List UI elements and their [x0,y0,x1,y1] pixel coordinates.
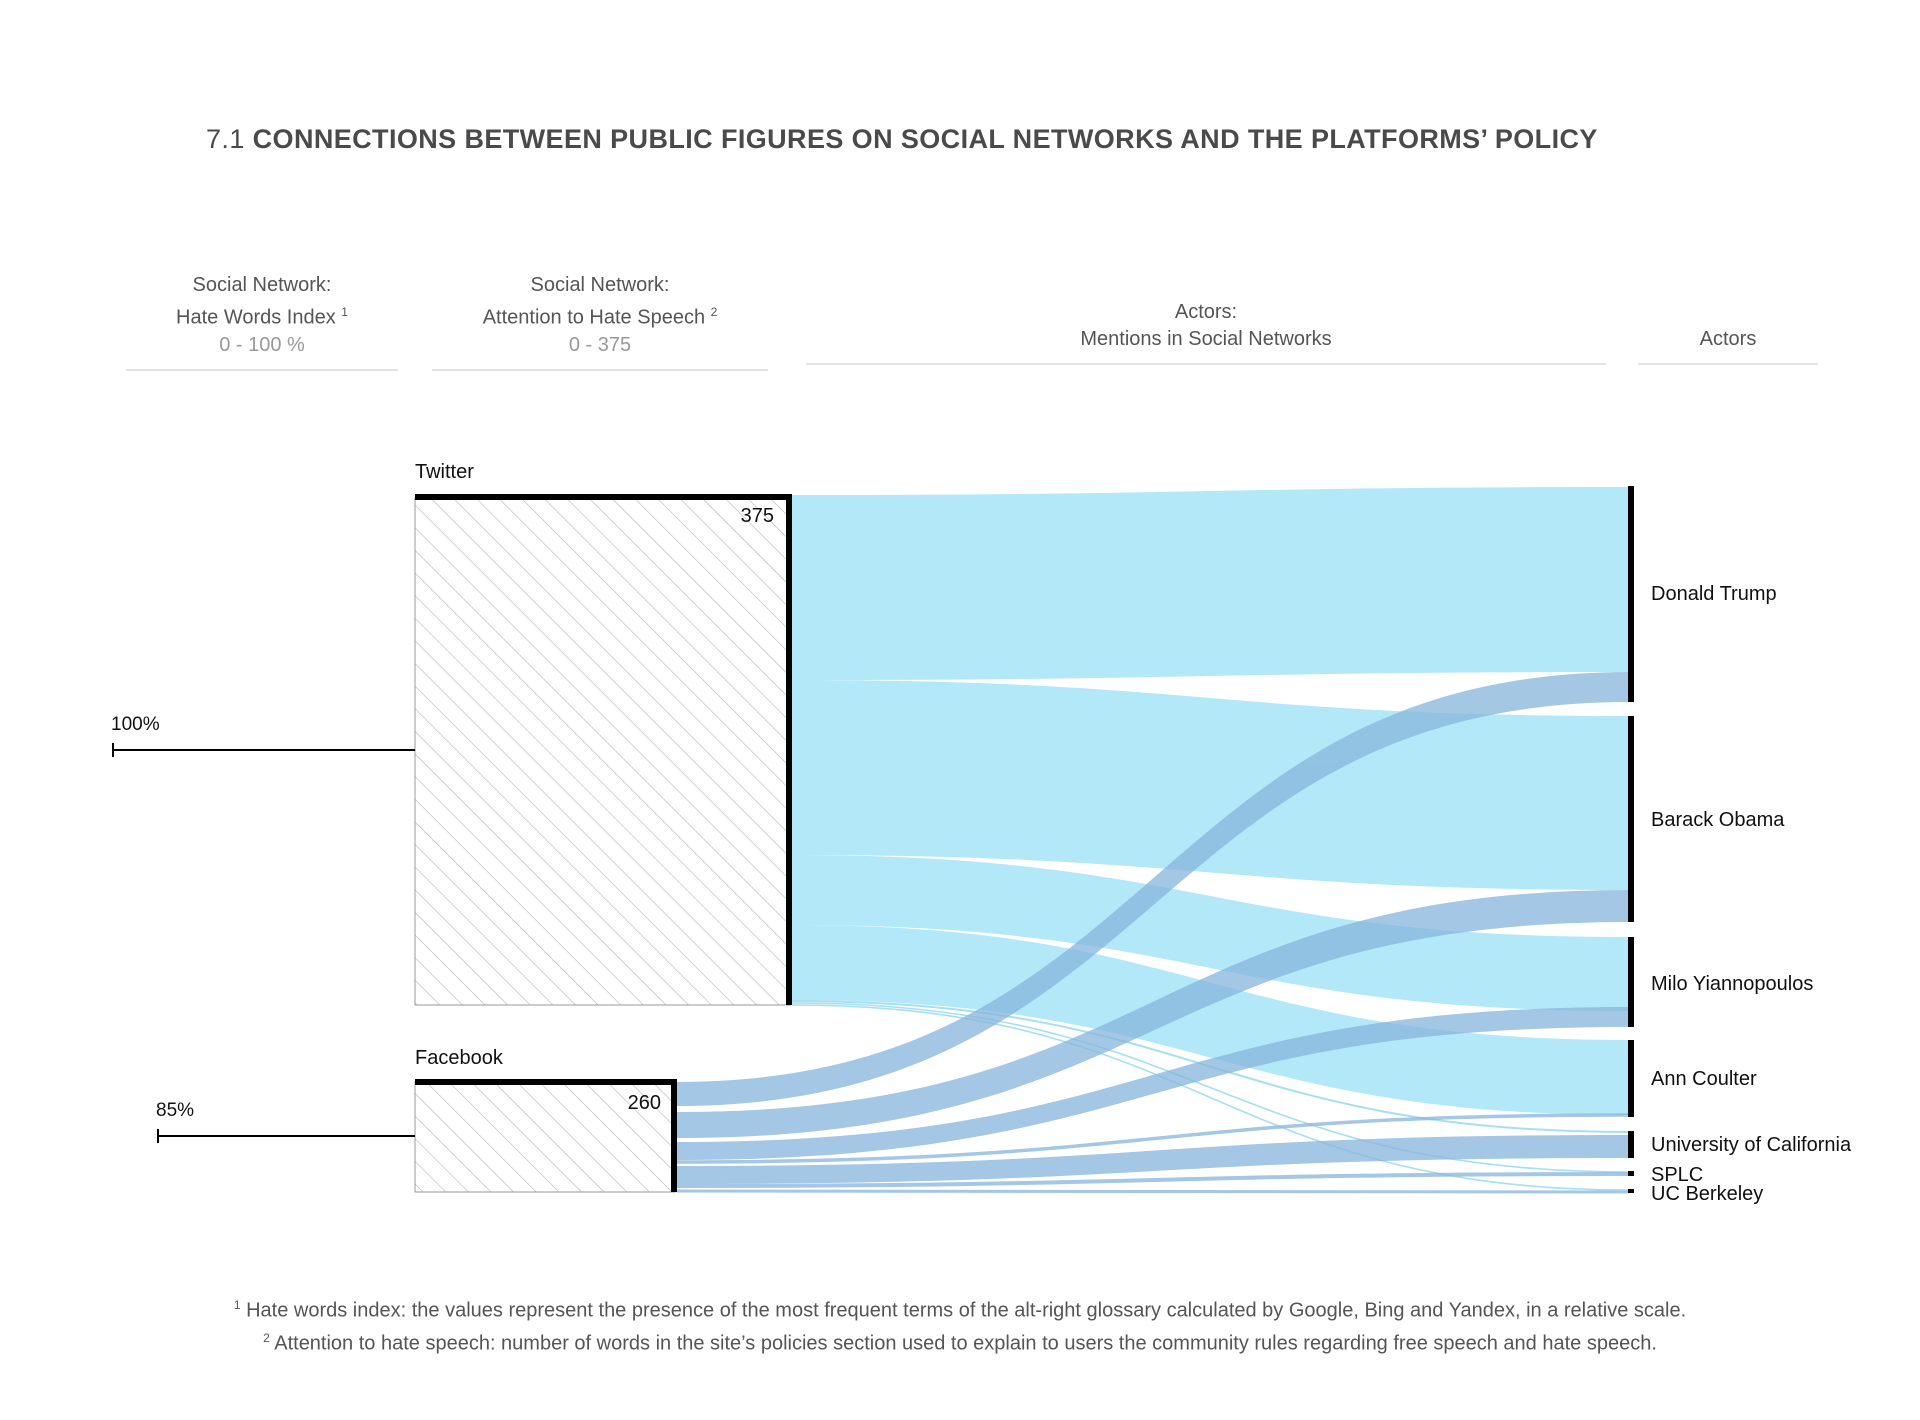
facebook-attention-value: 260 [628,1092,661,1114]
chart-title-text: CONNECTIONS BETWEEN PUBLIC FIGURES ON SO… [252,124,1598,154]
actor-label-ann-coulter: Ann Coulter [1651,1068,1757,1090]
hate-index-facebook: 85% [156,1100,415,1143]
flow-facebook-university-of-california [677,1135,1630,1184]
facebook-node: Facebook 260 [414,1047,677,1193]
footnote-1-marker: 1 [233,1298,241,1312]
flow-facebook-barack-obama [677,890,1630,1138]
column-header-actors: Actors [1638,326,1818,365]
footnote-2: 2 Attention to hate speech: number of wo… [0,1325,1920,1358]
flow-facebook-milo-yiannopoulos [677,1007,1630,1160]
actor-bar-splc [1628,1171,1634,1176]
column-header-attention: Social Network: Attention to Hate Speech… [432,272,768,371]
twitter-node: Twitter 375 [414,461,792,1006]
facebook-flows [676,672,1631,1194]
actor-label-uc-berkeley: UC Berkeley [1651,1183,1763,1205]
footnotes: 1 Hate words index: the values represent… [0,1292,1920,1357]
twitter-attention-box [414,497,791,1006]
flow-facebook-splc [676,1172,1631,1188]
column-header-attention-line1: Social Network: [530,274,670,296]
actor-label-milo-yiannopoulos: Milo Yiannopoulos [1651,973,1813,995]
column-header-hate-index-line1: Social Network: [192,274,332,296]
footnote-2-text: Attention to hate speech: number of word… [274,1332,1657,1355]
column-header-mentions: Actors: Mentions in Social Networks [806,299,1606,365]
actor-bar-university-of-california [1628,1131,1634,1158]
facebook-attention-box [414,1081,676,1193]
facebook-label: Facebook [415,1047,504,1069]
facebook-top-bar [415,1079,677,1085]
flow-twitter-uc-berkeley [791,1004,1631,1191]
flow-facebook-uc-berkeley [676,1189,1631,1194]
actor-label-university-of-california: University of California [1651,1134,1852,1156]
actor-bar-milo-yiannopoulos [1628,937,1634,1027]
column-header-hate-index: Social Network: Hate Words Index 1 0 - 1… [126,272,398,371]
column-header-attention-line2: Attention to Hate Speech [482,306,706,329]
actor-labels: Donald Trump Barack Obama Milo Yiannopou… [1651,583,1852,1205]
actor-label-splc: SPLC [1651,1164,1703,1186]
flow-facebook-donald-trump [677,672,1630,1106]
hate-index-facebook-value: 85% [156,1100,194,1121]
actor-bar-barack-obama [1628,716,1634,922]
flow-twitter-milo-yiannopoulos [792,855,1630,1011]
column-header-mentions-line1: Actors: [1174,301,1238,323]
actor-label-barack-obama: Barack Obama [1651,809,1785,831]
flow-twitter-ann-coulter [792,925,1630,1115]
facebook-right-bar [671,1079,677,1192]
footnote-ref-1: 1 [341,305,348,319]
twitter-flows [791,487,1631,1191]
chart-title: 7.1 CONNECTIONS BETWEEN PUBLIC FIGURES O… [206,124,1598,155]
column-header-hate-index-line2: Hate Words Index [176,306,336,329]
column-header-actors-line1: Actors [1699,328,1757,350]
footnote-ref-2: 2 [710,305,718,319]
column-header-hate-index-range: 0 - 100 % [219,333,305,356]
actor-bar-ann-coulter [1628,1040,1634,1117]
twitter-top-bar [415,494,792,500]
footnote-1-text: Hate words index: the values represent t… [246,1299,1687,1322]
twitter-label: Twitter [415,461,474,483]
actor-bar-uc-berkeley [1628,1189,1634,1193]
column-header-mentions-line2: Mentions in Social Networks [1080,328,1332,350]
flow-twitter-donald-trump [792,487,1630,680]
actor-bar-donald-trump [1628,486,1634,702]
chart-title-number: 7.1 [206,124,245,154]
actor-bars [1628,486,1634,1193]
flow-twitter-splc [791,1002,1631,1173]
hate-index-twitter-value: 100% [111,714,160,735]
twitter-attention-value: 375 [741,505,774,527]
footnote-2-marker: 2 [263,1330,270,1345]
hate-index-twitter: 100% [111,714,415,757]
column-header-attention-range: 0 - 375 [568,333,632,356]
twitter-right-bar [786,494,792,1005]
actor-label-donald-trump: Donald Trump [1651,583,1777,605]
flow-facebook-ann-coulter [676,1113,1631,1164]
footnote-1: 1 Hate words index: the values represent… [0,1292,1920,1325]
